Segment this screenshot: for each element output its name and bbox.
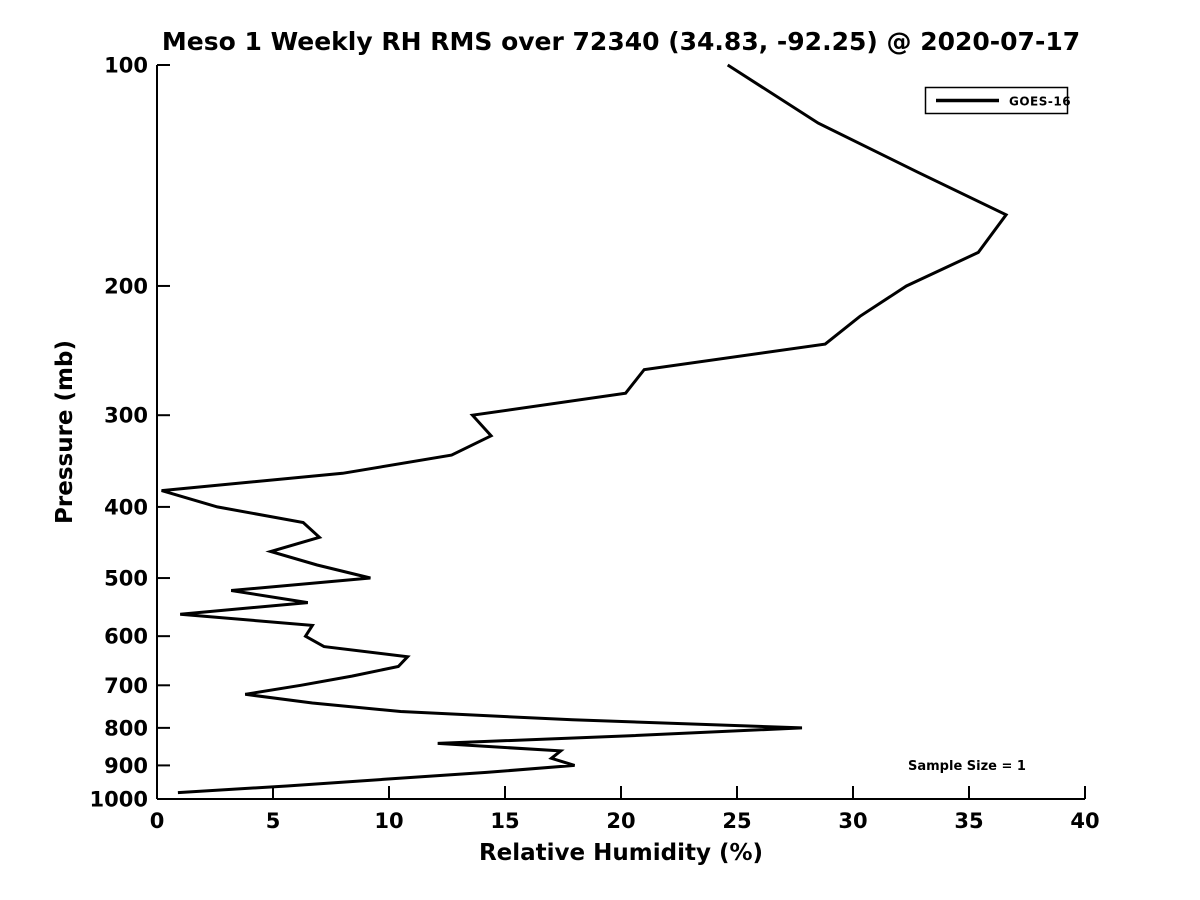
x-tick-label: 5 bbox=[266, 809, 281, 833]
x-tick-label: 20 bbox=[606, 809, 635, 833]
axes-layer: 0 5 10 15 20 25 30 35 40 100 200 300 400 500 600 700 800… bbox=[90, 54, 1100, 834]
y-tick-label: 800 bbox=[104, 716, 148, 740]
x-tick-label: 35 bbox=[954, 809, 983, 833]
y-tick-label: 400 bbox=[104, 495, 148, 519]
x-tick-label: 25 bbox=[722, 809, 751, 833]
series-line-goes-16 bbox=[161, 63, 1009, 795]
x-tick-label: 40 bbox=[1070, 809, 1099, 833]
data-series-layer bbox=[161, 63, 1009, 795]
y-axis-label: Pressure (mb) bbox=[52, 340, 78, 524]
x-tick-label: 10 bbox=[374, 809, 403, 833]
x-tick-label: 30 bbox=[838, 809, 867, 833]
chart-title: Meso 1 Weekly RH RMS over 72340 (34.83, … bbox=[162, 27, 1080, 56]
sample-size-annotation: Sample Size = 1 bbox=[908, 759, 1026, 774]
y-tick-label: 700 bbox=[104, 674, 148, 698]
y-tick-label: 1000 bbox=[90, 788, 148, 812]
x-axis-label: Relative Humidity (%) bbox=[479, 840, 763, 866]
y-tick-label: 100 bbox=[104, 54, 148, 78]
y-tick-label: 600 bbox=[104, 625, 148, 649]
x-tick-label: 15 bbox=[490, 809, 519, 833]
y-tick-label: 900 bbox=[104, 754, 148, 778]
y-tick-label: 500 bbox=[104, 567, 148, 591]
legend: GOES-16 bbox=[924, 86, 1071, 115]
y-tick-label: 200 bbox=[104, 274, 148, 298]
legend-label: GOES-16 bbox=[1009, 95, 1071, 109]
y-tick-label: 300 bbox=[104, 404, 148, 428]
x-tick-label: 0 bbox=[150, 809, 165, 833]
